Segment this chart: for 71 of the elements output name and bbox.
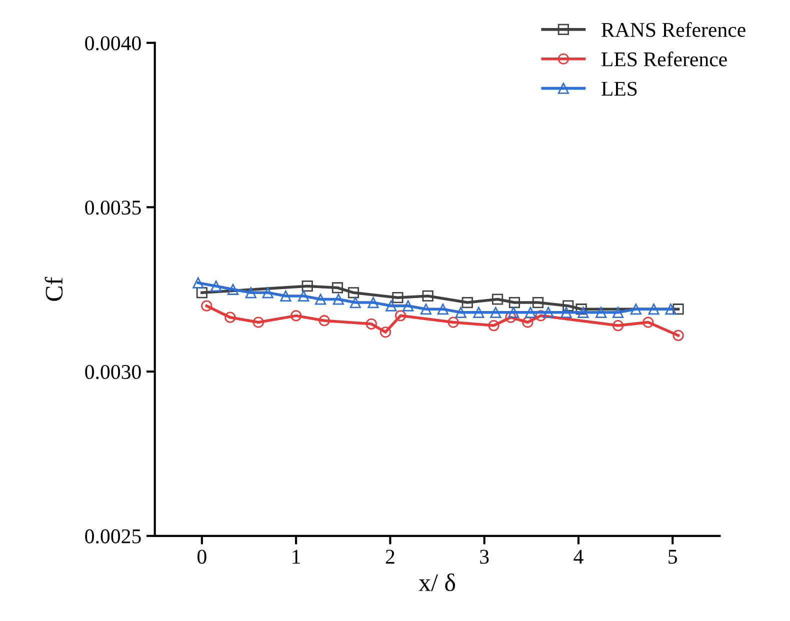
point <box>522 316 534 328</box>
point <box>350 296 361 308</box>
point <box>280 290 292 302</box>
x-tick-label: 0 <box>197 550 206 564</box>
point <box>201 300 212 312</box>
y-tick-label: 0.0035 <box>85 200 141 215</box>
legend-label: LES Reference <box>602 52 727 66</box>
point <box>227 284 239 295</box>
point <box>665 304 676 315</box>
point <box>532 296 544 308</box>
point <box>612 320 624 332</box>
point <box>252 316 264 328</box>
point <box>366 318 377 330</box>
point <box>508 306 520 318</box>
y-tick-label: 0.0025 <box>85 529 141 544</box>
point <box>332 294 344 305</box>
x-tick-label: 3 <box>480 550 489 564</box>
point <box>672 304 684 315</box>
x-tick-label: 1 <box>292 550 300 564</box>
x-tick-label: 2 <box>386 550 394 564</box>
point <box>535 310 546 322</box>
point <box>392 292 404 304</box>
point <box>596 306 607 318</box>
point <box>560 306 572 318</box>
point <box>420 304 432 315</box>
point <box>462 296 473 308</box>
point <box>490 306 502 318</box>
y-tick-label: 0.0030 <box>85 364 141 380</box>
legend-label: LES <box>602 82 637 96</box>
point <box>210 280 222 292</box>
point <box>422 290 434 302</box>
point <box>402 300 414 312</box>
point <box>455 306 466 318</box>
x-tick-label: 5 <box>668 550 678 564</box>
point <box>562 300 574 312</box>
point <box>630 304 642 315</box>
point <box>437 304 448 315</box>
point <box>542 306 554 318</box>
x-axis-title: x/ δ <box>418 573 456 592</box>
point <box>380 326 392 338</box>
y-tick-label: 0.0040 <box>85 36 141 50</box>
point <box>192 277 204 288</box>
legend-label: RANS Reference <box>602 22 746 37</box>
point <box>672 330 684 341</box>
point <box>642 316 654 328</box>
point <box>612 306 624 318</box>
point <box>508 296 520 308</box>
point <box>448 316 459 328</box>
point <box>298 290 310 302</box>
point <box>492 294 504 305</box>
point <box>394 310 406 322</box>
point <box>578 306 589 318</box>
y-axis-title: Cf <box>44 276 63 301</box>
point <box>290 310 302 322</box>
point <box>245 287 256 298</box>
point <box>386 300 397 312</box>
point <box>368 296 379 308</box>
point <box>473 306 484 318</box>
point <box>332 282 344 294</box>
point <box>488 320 500 332</box>
point <box>224 312 236 323</box>
x-tick-label: 4 <box>574 550 584 564</box>
point <box>318 315 330 326</box>
point <box>314 294 326 305</box>
point <box>648 304 660 315</box>
point <box>196 287 208 298</box>
point <box>302 280 313 292</box>
point <box>576 304 587 315</box>
point <box>524 306 536 318</box>
point <box>348 287 360 298</box>
point <box>262 287 274 298</box>
